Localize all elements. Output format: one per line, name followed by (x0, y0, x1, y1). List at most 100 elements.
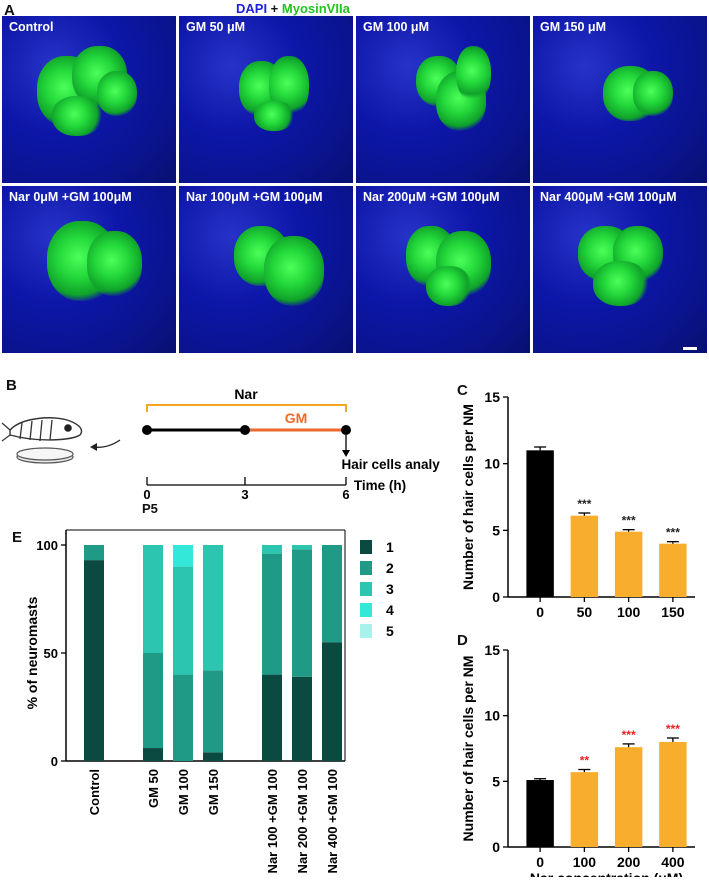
micrograph-7: Nar 200μM +GM 100μM (356, 186, 530, 353)
stacked-segment (292, 676, 312, 761)
x-tick-label: 0 (536, 854, 544, 870)
legend-swatch (360, 540, 372, 554)
significance-marker: *** (666, 722, 680, 736)
micrograph-6: Nar 100μM +GM 100μM (179, 186, 353, 353)
y-tick-label: 15 (484, 389, 500, 405)
legend-label: 5 (386, 623, 394, 639)
stacked-segment (292, 545, 312, 550)
y-tick-label: 0 (51, 754, 58, 769)
bar (526, 780, 554, 847)
hair-cell-stain (426, 266, 471, 306)
x-tick-label: 100 (617, 604, 641, 617)
stacked-segment (173, 674, 193, 761)
x-axis-title: Nar concentration (μM) (530, 870, 683, 877)
y-tick-label: 100 (36, 538, 58, 553)
y-axis-title: Number of hair cells per NM (460, 656, 476, 842)
hair-cell-stain (593, 261, 648, 306)
time-label: Time (h) (354, 478, 406, 493)
hair-cell-stain (456, 46, 491, 101)
stain-plus: + (267, 1, 282, 16)
y-tick-label: 5 (492, 522, 500, 538)
stacked-segment (292, 549, 312, 677)
dapi-label: DAPI (236, 1, 268, 16)
timepoint-dot (142, 425, 152, 435)
panel-d-letter: D (457, 632, 468, 649)
myosin-label: MyosinVIIa (281, 1, 350, 16)
micrograph-8: Nar 400μM +GM 100μM (533, 186, 707, 353)
hair-cell-stain (254, 101, 294, 131)
zebrafish-icon (1, 417, 83, 442)
bar (570, 772, 599, 847)
legend-swatch (360, 624, 372, 638)
chart-d: 0 5 10 15 0 100 ** 200 *** 400 *** Nar concentratio… (460, 642, 695, 877)
legend-label: 3 (386, 581, 394, 597)
stain-legend: DAPI + MyosinVIIa (236, 1, 350, 16)
legend-swatch (360, 603, 372, 617)
hair-cell-stain (87, 231, 142, 296)
analysis-label: Hair cells analysis (341, 457, 440, 472)
y-tick-label: 5 (492, 773, 500, 789)
legend-swatch (360, 582, 372, 596)
micrograph-4: GM 150 μM (533, 16, 707, 183)
stacked-segment (262, 545, 282, 554)
tick-3: 3 (241, 487, 248, 500)
x-tick-label: 100 (573, 854, 597, 870)
micrograph-label: GM 150 μM (540, 20, 606, 34)
y-tick-label: 50 (44, 646, 58, 661)
significance-marker: *** (666, 526, 680, 540)
stacked-segment (203, 752, 223, 761)
stacked-segment (143, 653, 163, 749)
stacked-segment (143, 748, 163, 761)
panel-e-letter: E (12, 529, 23, 546)
significance-marker: *** (622, 514, 636, 528)
bar (659, 543, 687, 597)
y-tick-label: 10 (484, 708, 500, 724)
significance-marker: *** (577, 497, 591, 511)
hair-cell-stain (264, 236, 324, 306)
x-tick-label: 0 (536, 604, 544, 617)
micrograph-label: Control (9, 20, 54, 34)
x-tick-label: 150 (661, 604, 685, 617)
y-tick-label: 10 (484, 456, 500, 472)
significance-marker: ** (580, 754, 590, 768)
micrograph-2: GM 50 μM (179, 16, 353, 183)
hair-cell-stain (52, 96, 102, 136)
y-tick-label: 15 (484, 642, 500, 658)
scale-bar (683, 347, 697, 350)
micrograph-label: GM 50 μM (186, 20, 246, 34)
tick-0: 0 (143, 487, 150, 500)
x-tick-label: GM 100 (176, 769, 191, 815)
x-tick-label: Nar 100 +GM 100 (265, 769, 280, 873)
panel-b-letter: B (6, 377, 17, 394)
legend-label: 4 (386, 602, 394, 618)
nar-label: Nar (234, 386, 258, 402)
age-label: P5 (142, 501, 158, 516)
bar (659, 741, 687, 847)
x-tick-label: 200 (617, 854, 641, 870)
stacked-segment (173, 566, 193, 675)
hair-cell-stain (633, 71, 673, 116)
stacked-segment (322, 545, 342, 643)
timeline-diagram: Nar GM Hair cells analysis Time (h) 0 3 … (1, 386, 440, 500)
timepoint-dot (240, 425, 250, 435)
x-tick-label: GM 50 (146, 769, 161, 808)
x-tick-label: 50 (577, 604, 593, 617)
y-axis-title: Number of hair cells per NM (460, 404, 476, 590)
y-tick-label: 0 (492, 589, 500, 605)
stacked-segment (203, 545, 223, 671)
stacked-segment (84, 545, 104, 561)
stacked-segment (262, 674, 282, 761)
micrograph-label: Nar 100μM +GM 100μM (186, 190, 323, 204)
stacked-segment (84, 560, 104, 761)
chart-e: 0 50 100 % of neuromasts Control GM 50 GM 100 G… (24, 529, 394, 873)
stacked-segment (173, 545, 193, 567)
significance-marker: *** (622, 728, 636, 742)
x-tick-label: 400 (661, 854, 685, 870)
bar (526, 450, 554, 597)
panel-a-letter: A (4, 2, 15, 19)
micrograph-5: Nar 0μM +GM 100μM (2, 186, 176, 353)
micrograph-label: Nar 0μM +GM 100μM (9, 190, 132, 204)
stacked-segment (262, 553, 282, 675)
y-tick-label: 0 (492, 839, 500, 855)
